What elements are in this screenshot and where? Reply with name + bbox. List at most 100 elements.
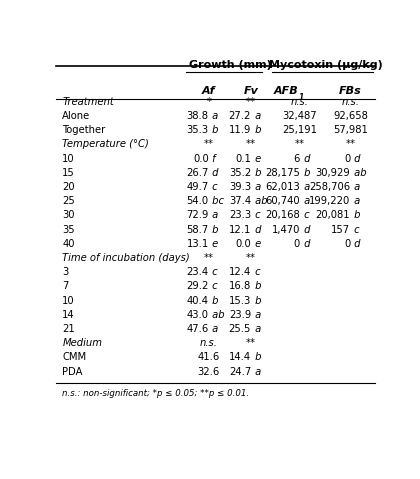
Text: 49.7: 49.7 — [186, 182, 209, 192]
Text: n.s.: n.s. — [291, 97, 309, 107]
Text: Temperature (°C): Temperature (°C) — [62, 139, 149, 149]
Text: 41.6: 41.6 — [198, 353, 220, 362]
Text: c: c — [252, 267, 260, 277]
Text: 58.7: 58.7 — [186, 225, 209, 235]
Text: 23.9: 23.9 — [229, 310, 251, 320]
Text: 1,470: 1,470 — [271, 225, 300, 235]
Text: 258,706: 258,706 — [309, 182, 350, 192]
Text: b: b — [210, 296, 219, 306]
Text: bc: bc — [210, 196, 224, 206]
Text: d: d — [301, 154, 310, 163]
Text: 40: 40 — [62, 239, 75, 249]
Text: b: b — [252, 296, 261, 306]
Text: d: d — [210, 168, 219, 178]
Text: **: ** — [345, 139, 355, 149]
Text: 20,081: 20,081 — [316, 210, 350, 220]
Text: 0.0: 0.0 — [235, 239, 251, 249]
Text: 0: 0 — [294, 239, 300, 249]
Text: 26.7: 26.7 — [186, 168, 209, 178]
Text: 0: 0 — [344, 239, 350, 249]
Text: 199,220: 199,220 — [309, 196, 350, 206]
Text: 30,929: 30,929 — [315, 168, 350, 178]
Text: 1: 1 — [298, 93, 304, 102]
Text: 60,740: 60,740 — [265, 196, 300, 206]
Text: c: c — [301, 210, 309, 220]
Text: 32.6: 32.6 — [198, 366, 220, 376]
Text: 29.2: 29.2 — [186, 281, 209, 291]
Text: 20: 20 — [62, 182, 75, 192]
Text: *: * — [206, 97, 211, 107]
Text: a: a — [210, 210, 219, 220]
Text: 35.3: 35.3 — [186, 125, 209, 135]
Text: Mycotoxin (μg/kg): Mycotoxin (μg/kg) — [269, 60, 383, 70]
Text: 14.4: 14.4 — [229, 353, 251, 362]
Text: 37.4: 37.4 — [229, 196, 251, 206]
Text: **: ** — [246, 139, 256, 149]
Text: 3: 3 — [62, 267, 68, 277]
Text: 10: 10 — [62, 154, 75, 163]
Text: d: d — [252, 225, 261, 235]
Text: c: c — [210, 267, 218, 277]
Text: a: a — [252, 366, 261, 376]
Text: 157: 157 — [331, 225, 350, 235]
Text: 47.6: 47.6 — [186, 324, 209, 334]
Text: ab: ab — [210, 310, 225, 320]
Text: Medium: Medium — [62, 338, 102, 348]
Text: AFB: AFB — [273, 86, 298, 96]
Text: 32,487: 32,487 — [283, 111, 317, 121]
Text: FBs: FBs — [339, 86, 362, 96]
Text: 27.2: 27.2 — [228, 111, 251, 121]
Text: e: e — [210, 239, 219, 249]
Text: a: a — [351, 196, 360, 206]
Text: 12.4: 12.4 — [229, 267, 251, 277]
Text: a: a — [210, 111, 219, 121]
Text: 6: 6 — [294, 154, 300, 163]
Text: a: a — [351, 182, 360, 192]
Text: 30: 30 — [62, 210, 75, 220]
Text: 35.2: 35.2 — [229, 168, 251, 178]
Text: d: d — [351, 154, 360, 163]
Text: 92,658: 92,658 — [333, 111, 368, 121]
Text: 62,013: 62,013 — [265, 182, 300, 192]
Text: 72.9: 72.9 — [186, 210, 209, 220]
Text: 0: 0 — [344, 154, 350, 163]
Text: 16.8: 16.8 — [229, 281, 251, 291]
Text: e: e — [252, 239, 261, 249]
Text: c: c — [210, 182, 218, 192]
Text: a: a — [301, 196, 310, 206]
Text: 25,191: 25,191 — [282, 125, 318, 135]
Text: c: c — [210, 281, 218, 291]
Text: Together: Together — [62, 125, 105, 135]
Text: n.s.: non-significant; *p ≤ 0.05; **p ≤ 0.01.: n.s.: non-significant; *p ≤ 0.05; **p ≤ … — [62, 389, 249, 399]
Text: 7: 7 — [62, 281, 68, 291]
Text: n.s.: n.s. — [341, 97, 359, 107]
Text: 25: 25 — [62, 196, 75, 206]
Text: 38.8: 38.8 — [187, 111, 209, 121]
Text: b: b — [210, 125, 219, 135]
Text: 12.1: 12.1 — [228, 225, 251, 235]
Text: 57,981: 57,981 — [333, 125, 368, 135]
Text: 21: 21 — [62, 324, 75, 334]
Text: 23.4: 23.4 — [186, 267, 209, 277]
Text: Time of incubation (days): Time of incubation (days) — [62, 253, 190, 263]
Text: a: a — [252, 310, 261, 320]
Text: n.s.: n.s. — [200, 338, 218, 348]
Text: **: ** — [204, 139, 214, 149]
Text: b: b — [252, 281, 261, 291]
Text: **: ** — [246, 97, 256, 107]
Text: c: c — [252, 210, 260, 220]
Text: 40.4: 40.4 — [187, 296, 209, 306]
Text: 24.7: 24.7 — [229, 366, 251, 376]
Text: b: b — [252, 125, 261, 135]
Text: b: b — [252, 168, 261, 178]
Text: **: ** — [204, 253, 214, 263]
Text: ab: ab — [351, 168, 367, 178]
Text: 54.0: 54.0 — [186, 196, 209, 206]
Text: a: a — [252, 324, 261, 334]
Text: b: b — [252, 353, 261, 362]
Text: d: d — [301, 239, 310, 249]
Text: 0.1: 0.1 — [235, 154, 251, 163]
Text: 25.5: 25.5 — [228, 324, 251, 334]
Text: b: b — [210, 225, 219, 235]
Text: Fv: Fv — [244, 86, 258, 96]
